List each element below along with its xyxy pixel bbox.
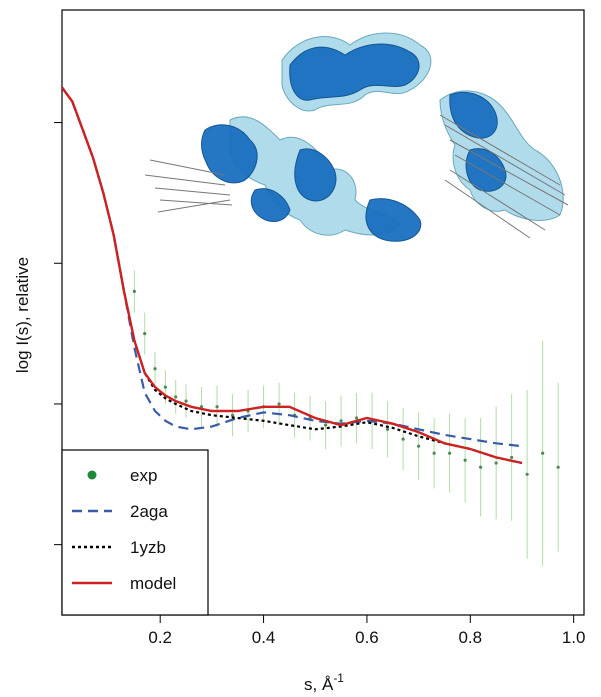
legend-box <box>61 449 209 616</box>
plot-frame <box>61 9 585 616</box>
model-lines <box>61 86 523 465</box>
x-tick-label: 0.4 <box>252 628 276 647</box>
legend-label-2aga: 2aga <box>130 502 168 521</box>
x-axis-label-base: s, Å <box>304 675 334 694</box>
legend: exp 2aga 1yzb model <box>61 449 209 616</box>
exp-point <box>277 402 281 406</box>
exp-point <box>541 451 545 455</box>
exp-point <box>494 461 498 465</box>
exp-point <box>401 437 405 441</box>
legend-label-model: model <box>130 574 176 593</box>
exp-point <box>556 465 560 469</box>
x-tick-label: 0.6 <box>355 628 379 647</box>
exp-point <box>163 385 167 389</box>
exp-point <box>153 367 157 371</box>
x-tick-label: 0.2 <box>148 628 172 647</box>
exp-point <box>215 405 219 409</box>
exp-point <box>525 472 529 476</box>
exp-point <box>448 451 452 455</box>
x-axis: 0.2 0.4 0.6 0.8 1.0 <box>148 615 585 647</box>
legend-label-1yzb: 1yzb <box>130 538 166 557</box>
exp-point <box>230 413 235 417</box>
displacement-arrows <box>144 114 569 239</box>
x-axis-label-exponent: -1 <box>333 671 344 685</box>
exp-point <box>174 395 178 399</box>
x-tick-label: 0.8 <box>458 628 482 647</box>
y-axis <box>54 122 62 546</box>
exp-point <box>432 451 436 455</box>
exp-point <box>417 444 421 448</box>
exp-point <box>510 455 514 460</box>
x-axis-label: s, Å-1 <box>304 671 344 694</box>
exp-point <box>386 427 390 431</box>
exp-point <box>184 399 188 403</box>
exp-point <box>463 458 467 462</box>
exp-point <box>323 423 328 427</box>
exp-point <box>143 332 147 336</box>
exp-point <box>339 419 343 423</box>
ribbon-dark <box>200 43 507 242</box>
protein-structure-inset <box>144 32 569 242</box>
series-line-model <box>61 86 523 465</box>
exp-point <box>132 289 136 293</box>
legend-label-exp: exp <box>130 466 157 485</box>
x-tick-label: 1.0 <box>562 628 586 647</box>
y-axis-label: log I(s), relative <box>13 257 32 373</box>
exp-point <box>479 465 483 469</box>
exp-point <box>354 416 359 420</box>
legend-marker-exp <box>87 470 97 480</box>
